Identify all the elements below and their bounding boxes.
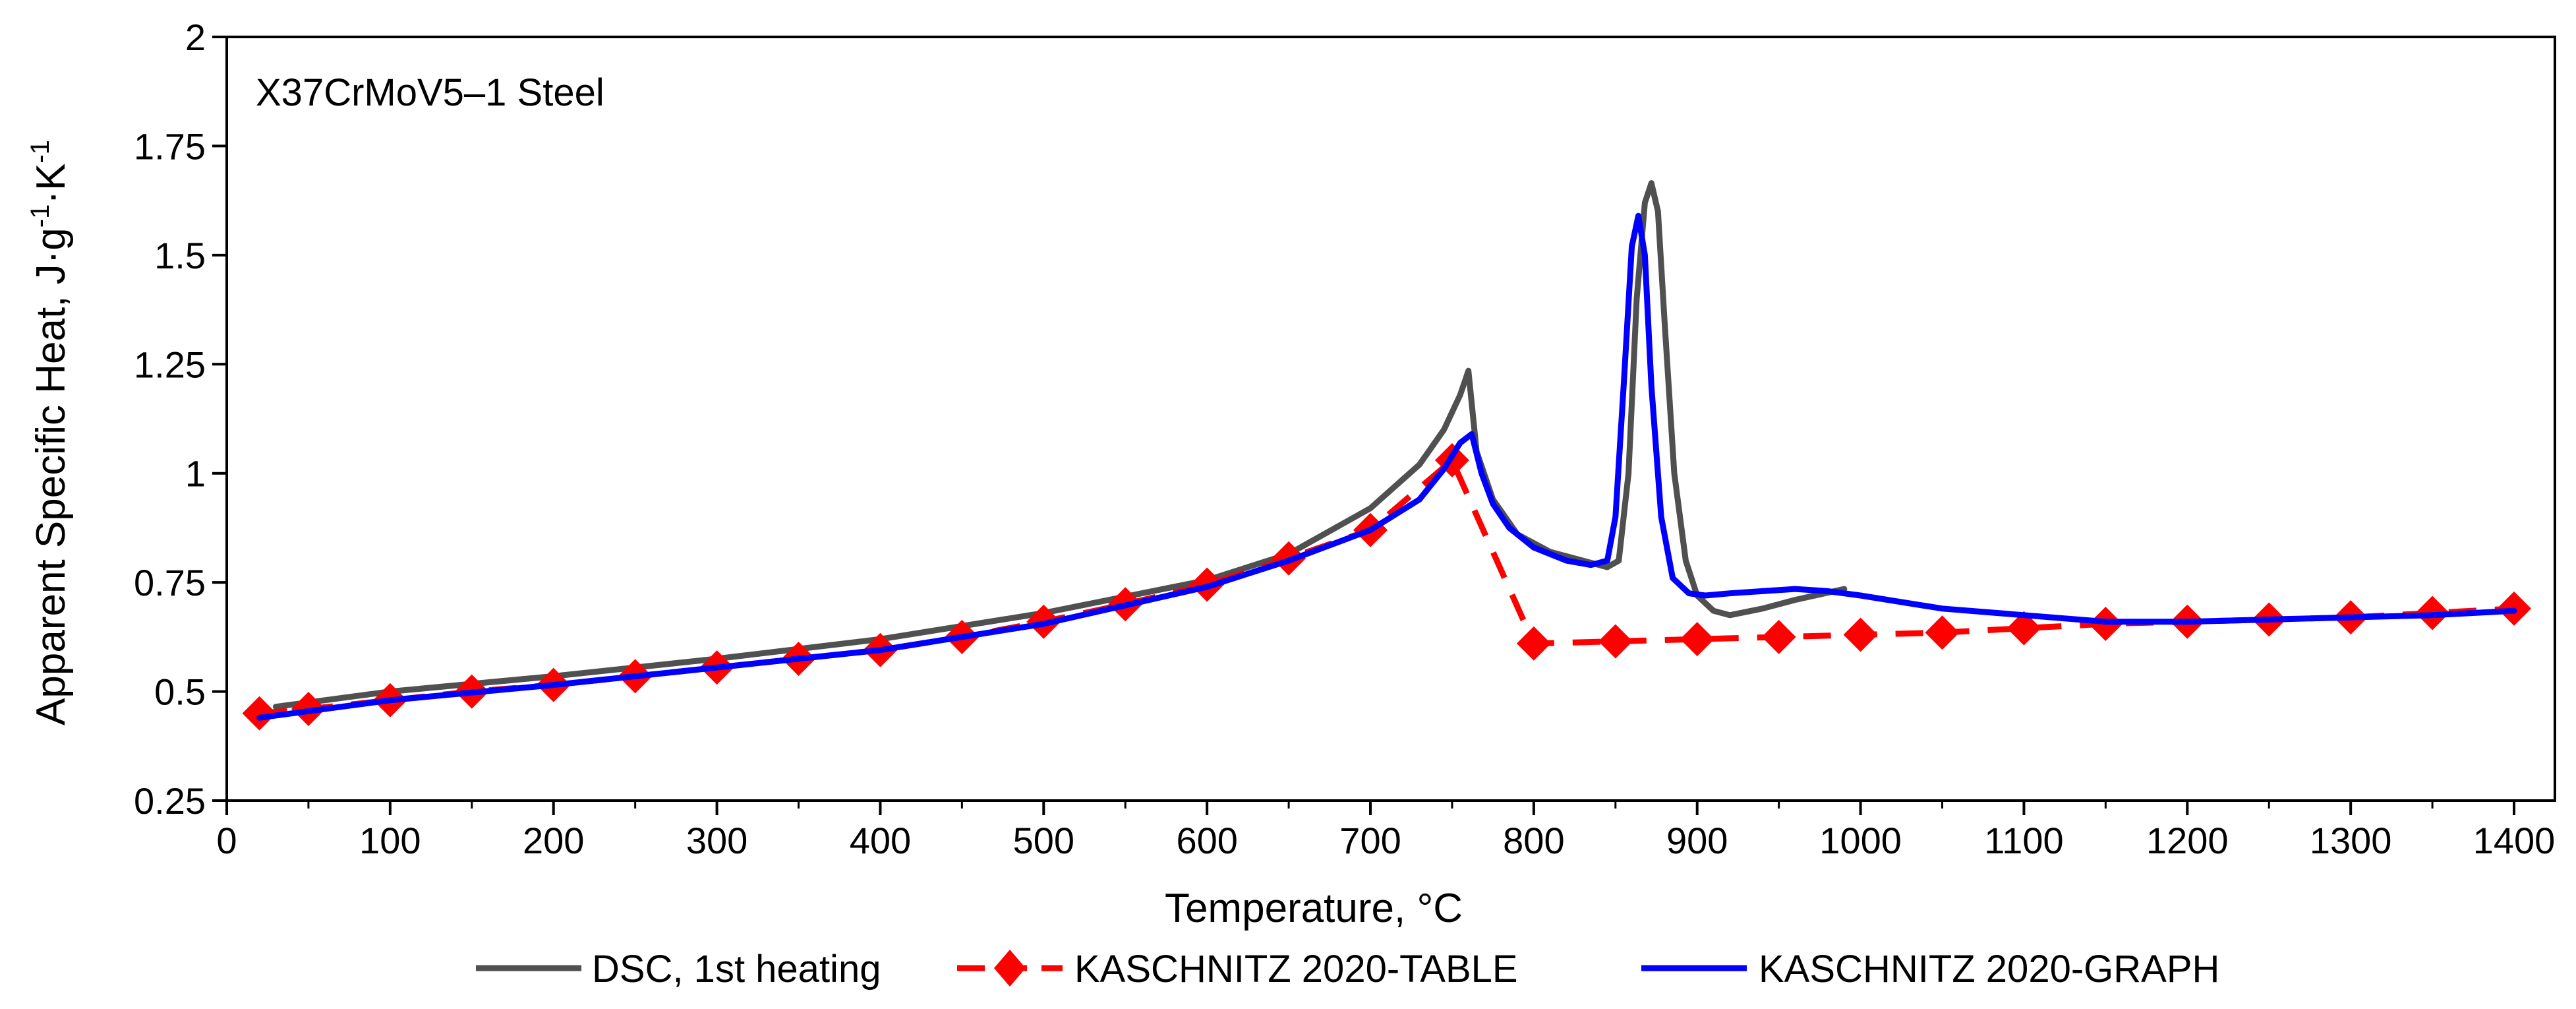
- y-tick-label-0.75: 0.75: [134, 562, 206, 603]
- x-tick-label-900: 900: [1666, 820, 1728, 861]
- legend: DSC, 1st heating KASCHNITZ 2020-TABLE KA…: [476, 948, 2219, 991]
- y-tick-label-1.5: 1.5: [154, 235, 206, 276]
- legend-marker-table: [994, 950, 1026, 987]
- x-tick-label-1300: 1300: [2310, 820, 2392, 861]
- x-tick-label-0: 0: [216, 820, 237, 861]
- x-tick-label-1400: 1400: [2473, 820, 2556, 861]
- x-tick-label-400: 400: [850, 820, 911, 861]
- y-tick-label-0.5: 0.5: [154, 671, 206, 713]
- legend-label-dsc: DSC, 1st heating: [592, 948, 881, 991]
- y-axis-title-mid: ·K: [28, 164, 74, 204]
- x-tick-label-200: 200: [523, 820, 584, 861]
- series-1-point: [1516, 626, 1551, 661]
- legend-item-dsc: DSC, 1st heating: [476, 948, 881, 991]
- series-1-point: [1925, 615, 1960, 650]
- x-tick-label-1000: 1000: [1819, 820, 1902, 861]
- series-1-point: [242, 696, 277, 731]
- ticks-layer: 0 100 200 300 400 500 600 700 800 900 1000 1100 1200…: [134, 16, 2555, 861]
- x-axis-title: Temperature, °C: [1165, 886, 1463, 931]
- legend-label-graph: KASCHNITZ 2020-GRAPH: [1759, 948, 2219, 991]
- x-tick-label-1200: 1200: [2146, 820, 2229, 861]
- chart-annotation: X37CrMoV5–1 Steel: [256, 71, 604, 114]
- series-layer: [242, 180, 2532, 731]
- y-tick-label-0.25: 0.25: [134, 780, 206, 822]
- legend-label-table: KASCHNITZ 2020-TABLE: [1074, 948, 1518, 991]
- series-1-point: [2006, 611, 2041, 646]
- y-tick-label-1: 1: [185, 453, 206, 495]
- x-tick-label-700: 700: [1339, 820, 1401, 861]
- x-tick-label-600: 600: [1176, 820, 1237, 861]
- x-tick-label-800: 800: [1503, 820, 1564, 861]
- x-tick-label-300: 300: [686, 820, 747, 861]
- series-1-point: [1761, 619, 1796, 654]
- series-1-point: [1843, 617, 1878, 652]
- legend-item-graph: KASCHNITZ 2020-GRAPH: [1641, 948, 2219, 991]
- series-1-point: [1598, 624, 1633, 659]
- legend-item-table: KASCHNITZ 2020-TABLE: [957, 948, 1518, 991]
- x-tick-label-1100: 1100: [1984, 820, 2063, 861]
- y-tick-label-1.25: 1.25: [134, 344, 206, 385]
- y-axis-title-sup1: -1: [26, 204, 55, 228]
- y-tick-label-1.75: 1.75: [134, 125, 206, 167]
- y-axis-title: Apparent Specific Heat, J·g-1·K-1: [26, 140, 74, 725]
- plot-frame: [225, 36, 2556, 802]
- series-1-point: [1680, 622, 1714, 657]
- y-tick-label-2: 2: [185, 16, 206, 58]
- series-line-2: [256, 212, 2517, 721]
- x-tick-label-100: 100: [359, 820, 421, 861]
- y-axis-title-main: Apparent Specific Heat, J·g: [28, 228, 74, 725]
- y-axis-title-sup2: -1: [26, 140, 55, 164]
- x-tick-label-500: 500: [1013, 820, 1074, 861]
